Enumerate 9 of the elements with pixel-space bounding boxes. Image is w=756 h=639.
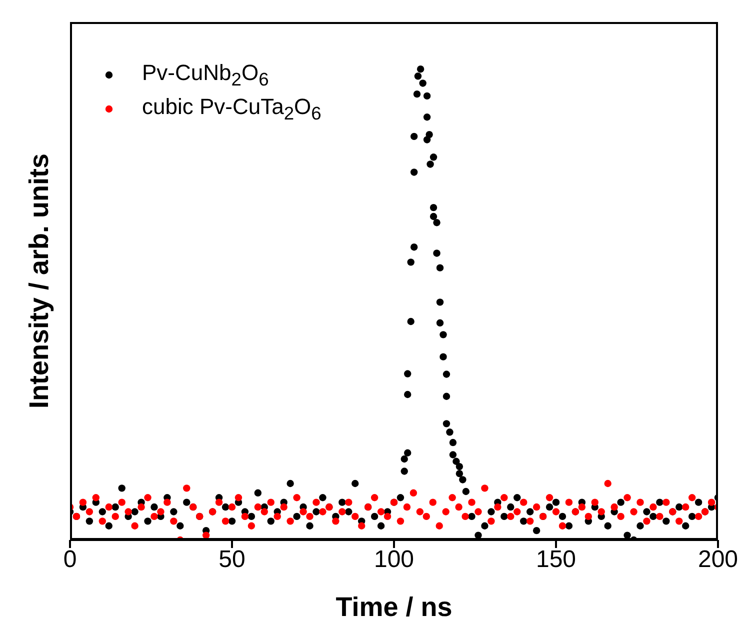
- y-axis-title: Intensity / arb. units: [23, 152, 55, 411]
- x-tick-label: 200: [698, 546, 738, 574]
- x-tick-label: 100: [374, 546, 414, 574]
- legend-label: cubic Pv-CuTa$_{2}$O$_{6}$: [142, 94, 322, 124]
- legend-label: Pv-CuNb$_{2}$O$_{6}$: [142, 60, 269, 90]
- x-tick-label: 0: [63, 546, 77, 574]
- x-tick-label: 50: [218, 546, 246, 574]
- x-axis-title: Time / ns: [336, 592, 452, 622]
- x-tick-label: 150: [536, 546, 576, 574]
